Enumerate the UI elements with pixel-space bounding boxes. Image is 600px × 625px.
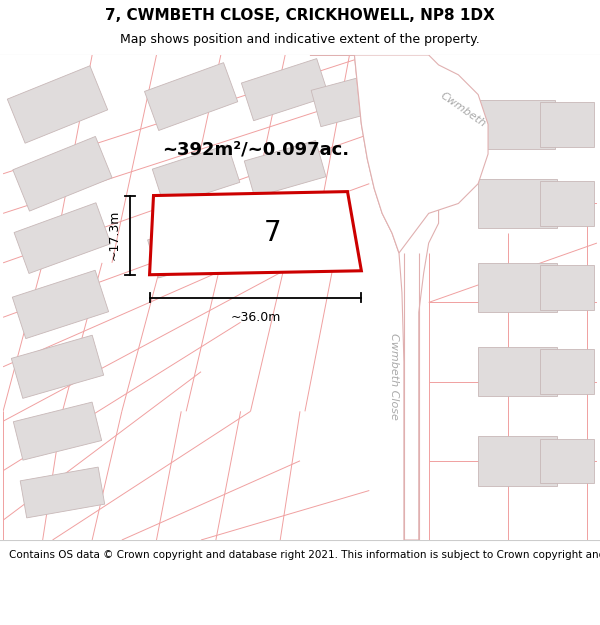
Polygon shape [310, 55, 488, 253]
Polygon shape [478, 347, 557, 396]
Polygon shape [14, 202, 111, 274]
Polygon shape [245, 218, 326, 272]
Text: ~17.3m: ~17.3m [107, 210, 121, 261]
Polygon shape [244, 141, 326, 197]
Polygon shape [311, 72, 388, 127]
Polygon shape [540, 266, 595, 310]
Polygon shape [152, 145, 240, 207]
Polygon shape [149, 192, 361, 275]
Text: Cwmbeth Close: Cwmbeth Close [389, 333, 399, 420]
Polygon shape [476, 99, 556, 149]
Text: ~36.0m: ~36.0m [230, 311, 281, 324]
Polygon shape [11, 335, 104, 398]
Text: Contains OS data © Crown copyright and database right 2021. This information is : Contains OS data © Crown copyright and d… [9, 550, 600, 560]
Text: Map shows position and indicative extent of the property.: Map shows position and indicative extent… [120, 33, 480, 46]
Polygon shape [540, 439, 595, 483]
Polygon shape [13, 402, 101, 460]
Polygon shape [7, 66, 107, 143]
Polygon shape [478, 436, 557, 486]
Polygon shape [540, 349, 595, 394]
Text: Cwmbeth: Cwmbeth [439, 90, 488, 129]
Polygon shape [540, 102, 595, 146]
Polygon shape [145, 62, 238, 131]
Polygon shape [478, 179, 557, 228]
Polygon shape [13, 136, 112, 211]
Polygon shape [241, 59, 329, 121]
Text: 7, CWMBETH CLOSE, CRICKHOWELL, NP8 1DX: 7, CWMBETH CLOSE, CRICKHOWELL, NP8 1DX [105, 8, 495, 23]
Polygon shape [20, 467, 105, 518]
Polygon shape [355, 55, 439, 540]
Polygon shape [540, 181, 595, 226]
Text: 7: 7 [264, 219, 281, 247]
Polygon shape [478, 263, 557, 312]
Polygon shape [148, 218, 235, 278]
Text: ~392m²/~0.097ac.: ~392m²/~0.097ac. [162, 140, 349, 158]
Polygon shape [13, 270, 109, 339]
